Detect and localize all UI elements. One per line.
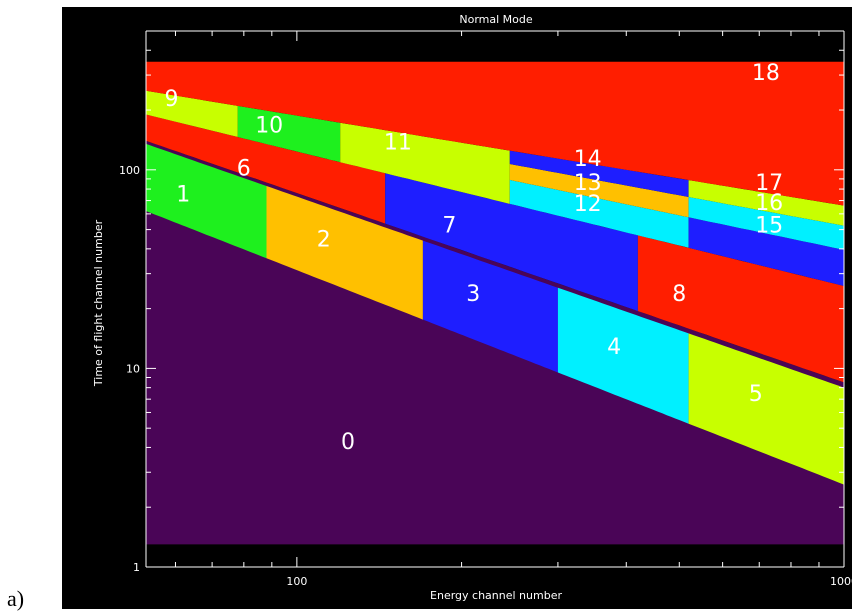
axes: 1001000110100 bbox=[119, 30, 852, 588]
region-3-area bbox=[422, 240, 558, 373]
region-14-area bbox=[509, 150, 689, 197]
figure-label: a) bbox=[7, 586, 25, 611]
x-axis-title: Energy channel number bbox=[430, 589, 562, 602]
region-label-4: 4 bbox=[607, 335, 621, 360]
region-label-16: 16 bbox=[755, 191, 783, 216]
y-axis-title: Time of flight channel number bbox=[92, 219, 105, 387]
region-label-12: 12 bbox=[574, 192, 602, 217]
region-7-area bbox=[385, 173, 638, 312]
region-6-area bbox=[146, 114, 386, 224]
region-11-area bbox=[340, 122, 510, 204]
y-tick-label-1: 1 bbox=[133, 561, 140, 574]
region-label-5: 5 bbox=[749, 382, 763, 407]
y-tick-label-100: 100 bbox=[119, 164, 140, 177]
region-label-1: 1 bbox=[176, 183, 190, 208]
region-label-11: 11 bbox=[384, 130, 412, 155]
region-label-2: 2 bbox=[317, 228, 331, 253]
region-16-area bbox=[688, 197, 844, 250]
x-tick-label-100: 100 bbox=[286, 575, 307, 588]
region-label-9: 9 bbox=[165, 87, 179, 112]
region-12-area bbox=[509, 179, 689, 248]
chart-title: Normal Mode bbox=[459, 13, 532, 26]
regions-layer bbox=[146, 61, 844, 545]
region-17-area bbox=[688, 180, 844, 226]
region-label-15: 15 bbox=[755, 214, 783, 239]
region-label-18: 18 bbox=[752, 61, 780, 86]
region-2-area bbox=[266, 186, 423, 320]
region-label-3: 3 bbox=[466, 282, 480, 307]
region-label-6: 6 bbox=[237, 156, 251, 181]
region-label-8: 8 bbox=[672, 282, 686, 307]
x-tick-label-1000: 1000 bbox=[830, 575, 852, 588]
region-label-13: 13 bbox=[574, 171, 602, 196]
region-1-area bbox=[146, 143, 267, 259]
region-4-area bbox=[557, 287, 689, 424]
region-13-area bbox=[509, 164, 689, 218]
region-15-area bbox=[688, 217, 844, 286]
region-label-0: 0 bbox=[341, 430, 355, 455]
region-18-area bbox=[146, 61, 844, 206]
region-10-area bbox=[237, 105, 341, 163]
y-tick-label-10: 10 bbox=[126, 362, 140, 375]
region-label-7: 7 bbox=[442, 214, 456, 239]
region-label-17: 17 bbox=[755, 171, 783, 196]
region-5-area bbox=[688, 333, 844, 485]
region-label-14: 14 bbox=[574, 147, 602, 172]
region-label-10: 10 bbox=[255, 114, 283, 139]
region-8-area bbox=[637, 235, 844, 383]
region-9-area bbox=[146, 90, 238, 137]
